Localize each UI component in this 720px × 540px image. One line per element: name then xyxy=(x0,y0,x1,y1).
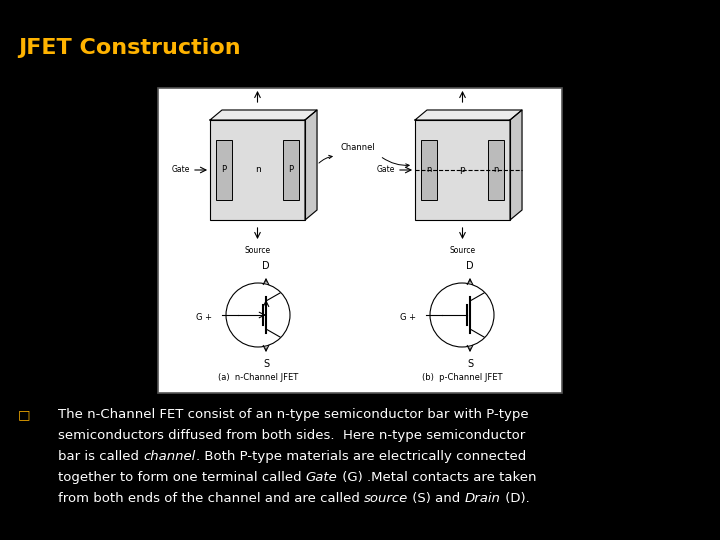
Text: from both ends of the channel and are called: from both ends of the channel and are ca… xyxy=(58,492,364,505)
Text: P: P xyxy=(289,165,294,174)
Text: The n-Channel FET consist of an n-type semiconductor bar with P-type: The n-Channel FET consist of an n-type s… xyxy=(58,408,528,421)
Text: n: n xyxy=(426,165,432,174)
Bar xyxy=(415,120,510,220)
Polygon shape xyxy=(510,110,522,220)
FancyArrowPatch shape xyxy=(319,156,332,163)
Bar xyxy=(488,140,504,200)
Text: S: S xyxy=(263,359,269,369)
Text: Source: Source xyxy=(244,246,271,255)
Text: n: n xyxy=(255,165,261,174)
Text: source: source xyxy=(364,492,408,505)
Text: together to form one terminal called: together to form one terminal called xyxy=(58,471,306,484)
Bar xyxy=(283,140,299,200)
Text: S: S xyxy=(467,359,473,369)
Text: Drain: Drain xyxy=(465,492,500,505)
Bar xyxy=(210,120,305,220)
Text: Gate: Gate xyxy=(377,165,395,174)
Text: channel: channel xyxy=(143,450,196,463)
Text: (b)  p-Channel JFET: (b) p-Channel JFET xyxy=(422,373,503,382)
Bar xyxy=(421,140,437,200)
FancyArrowPatch shape xyxy=(382,158,409,167)
Text: D: D xyxy=(262,261,270,271)
Text: JFET Construction: JFET Construction xyxy=(18,38,240,58)
Text: semiconductors diffused from both sides.  Here n-type semiconductor: semiconductors diffused from both sides.… xyxy=(58,429,526,442)
Text: (D).: (D). xyxy=(500,492,529,505)
Bar xyxy=(158,88,562,393)
Text: P: P xyxy=(222,165,227,174)
Text: □: □ xyxy=(18,408,30,421)
Text: . Both P-type materials are electrically connected: . Both P-type materials are electrically… xyxy=(196,450,526,463)
Text: bar is called: bar is called xyxy=(58,450,143,463)
Text: G +: G + xyxy=(400,313,416,321)
Text: Gate: Gate xyxy=(306,471,338,484)
Polygon shape xyxy=(415,110,522,120)
Bar xyxy=(216,140,232,200)
Text: Drain: Drain xyxy=(452,75,473,84)
Text: G +: G + xyxy=(196,313,212,321)
Text: (S) and: (S) and xyxy=(408,492,465,505)
Text: Source: Source xyxy=(449,246,476,255)
Text: Channel: Channel xyxy=(341,144,375,152)
Text: (a)  n-Channel JFET: (a) n-Channel JFET xyxy=(218,373,298,382)
Text: n: n xyxy=(493,165,499,174)
Text: (G) .Metal contacts are taken: (G) .Metal contacts are taken xyxy=(338,471,536,484)
Text: p: p xyxy=(459,165,465,174)
Polygon shape xyxy=(305,110,317,220)
Text: D: D xyxy=(466,261,474,271)
Text: Gate: Gate xyxy=(171,165,190,174)
Text: Drain: Drain xyxy=(247,75,268,84)
Polygon shape xyxy=(210,110,317,120)
